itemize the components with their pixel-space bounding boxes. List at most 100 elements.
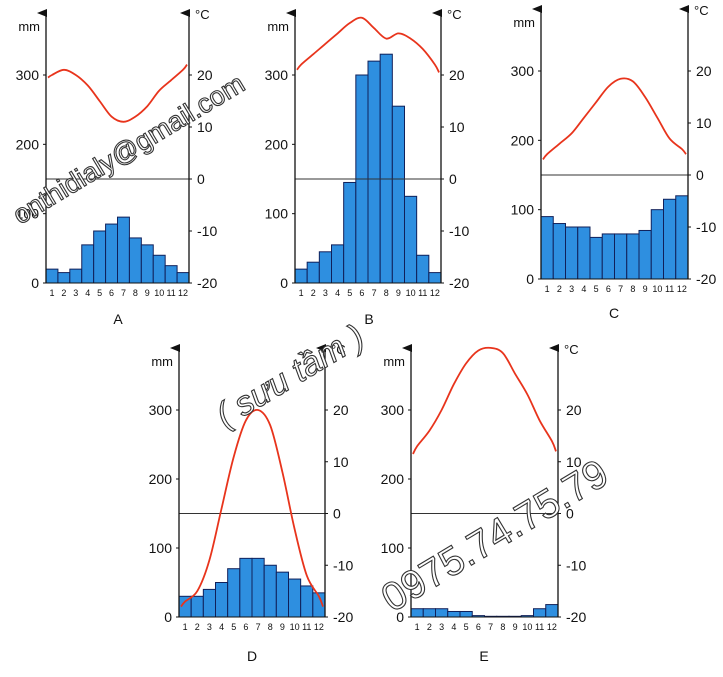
chart-c-precip-tick-label: 0 [526,271,534,287]
chart-d-precip-unit: mm [151,354,173,369]
chart-d-precip-bar [263,564,277,618]
chart-d-temp-tick-label: -20 [333,609,353,625]
chart-d-month-label: 1 [183,622,188,632]
chart-c-month-label: 10 [652,284,662,294]
chart-a-precip-bar [176,272,190,284]
chart-d-temp-line [180,408,324,608]
chart-c-temp-tick-label: 0 [696,167,704,183]
chart-c-temp-tick-label: -20 [696,271,716,287]
chart-e-month-label: 11 [535,622,544,632]
chart-b-month-label: 10 [406,288,416,298]
chart-c-month-label: 3 [569,284,574,294]
chart-a-precip-bar [57,272,71,284]
chart-d-month-label: 7 [256,622,261,632]
chart-a-month-label: 8 [133,288,138,298]
chart-e-month-label: 1 [415,622,420,632]
chart-d-precip-bar [288,578,302,618]
chart-a-month-label: 12 [178,288,188,298]
chart-a-temp-tick-label: 20 [197,67,213,83]
chart-e-month-label: 5 [464,622,469,632]
chart-e-month-label: 9 [513,622,518,632]
chart-d-precip-tick-label: 200 [149,471,173,487]
chart-d-precip-bar [275,571,290,618]
chart-a-temp-tick-label: -10 [197,223,217,239]
chart-b-temp-tick-label: -20 [449,275,469,291]
chart-c-month-label: 12 [677,284,687,294]
chart-e-temp-tick-label: -10 [566,557,586,573]
chart-b-month-label: 11 [418,288,427,298]
chart-a-month-label: 5 [97,288,102,298]
chart-b-precip-bar [367,60,381,284]
chart-b-month-label: 5 [347,288,352,298]
chart-e-precip-tick-label: 300 [381,402,405,418]
chart-d-month-label: 4 [219,622,224,632]
chart-e-month-label: 12 [547,622,557,632]
chart-d-precip-tick-label: 0 [164,609,172,625]
chart-c-month-label: 1 [545,284,550,294]
chart-a-precip-bar [45,268,59,284]
chart-c-month-label: 6 [606,284,611,294]
chart-e-month-label: 7 [488,622,493,632]
chart-a-month-label: 4 [85,288,90,298]
chart-e-precip-bar [435,608,449,618]
chart-a-temp-unit: °C [195,7,210,22]
chart-b-precip-bar [379,53,393,284]
chart-b-precip-unit: mm [267,19,289,34]
chart-e-month-label: 10 [522,622,532,632]
chart-d-precip-bar [227,568,241,618]
chart-d-precip-tick-label: 100 [149,540,173,556]
chart-c-precip-bar [650,209,664,280]
chart-b-temp-line [296,16,440,73]
chart-b-temp-tick-label: 20 [449,67,465,83]
chart-b-temp-unit: °C [447,7,462,22]
chart-c-precip-bar [675,195,689,280]
chart-e-month-label: 8 [500,622,505,632]
chart-c-month-label: 4 [581,284,586,294]
chart-d-month-label: 11 [302,622,311,632]
chart-b-precip-tick-label: 0 [280,275,288,291]
chart-b-precip-bar [416,254,430,284]
chart-b-temp-tick-label: -10 [449,223,469,239]
chart-a-precip-bar [105,223,119,284]
chart-e-month-label: 4 [451,622,456,632]
chart-b-month-label: 3 [323,288,328,298]
chart-c-precip-tick-label: 200 [511,132,535,148]
chart-e-title: E [479,648,488,664]
chart-d-month-label: 3 [207,622,212,632]
chart-d-month-label: 10 [290,622,300,632]
watermark-layer: onthidialy@gmail.com ( sưu tầm ) 0975.74… [7,68,616,622]
chart-e-precip-bar [545,604,559,618]
chart-a-temp-tick-label: 0 [197,171,205,187]
chart-e-precip-tick-label: 100 [381,540,405,556]
chart-a-month-label: 11 [166,288,175,298]
chart-d-precip-bar [300,585,314,618]
chart-a-precip-tick-label: 0 [31,275,39,291]
chart-b-month-label: 1 [299,288,304,298]
chart-d-month-label: 2 [195,622,200,632]
chart-e-month-label: 3 [439,622,444,632]
chart-c-temp-unit: °C [694,3,709,18]
chart-b-month-label: 2 [311,288,316,298]
chart-a-month-label: 2 [61,288,66,298]
chart-b-precip-tick-label: 100 [265,206,289,222]
chart-d-temp-tick-label: 0 [333,506,341,522]
chart-d-month-label: 5 [231,622,236,632]
chart-c-temp-line [542,77,687,160]
chart-b-month-label: 12 [430,288,440,298]
chart-b-precip-bar [391,105,406,284]
chart-b-precip-bar [343,181,357,284]
chart-b-precip-tick-label: 200 [265,136,289,152]
chart-c-month-label: 9 [643,284,648,294]
chart-e-temp-tick-label: -20 [566,609,586,625]
chart-a-temp-tick-label: 10 [197,119,213,135]
chart-c-precip-bar [601,233,615,280]
chart-a-month-label: 7 [121,288,126,298]
chart-d-temp-tick-label: 20 [333,402,349,418]
chart-d-precip-bar [190,595,204,618]
chart-a-precip-bar [117,216,130,284]
chart-a-precip-bar [81,244,95,284]
chart-b-month-label: 8 [384,288,389,298]
